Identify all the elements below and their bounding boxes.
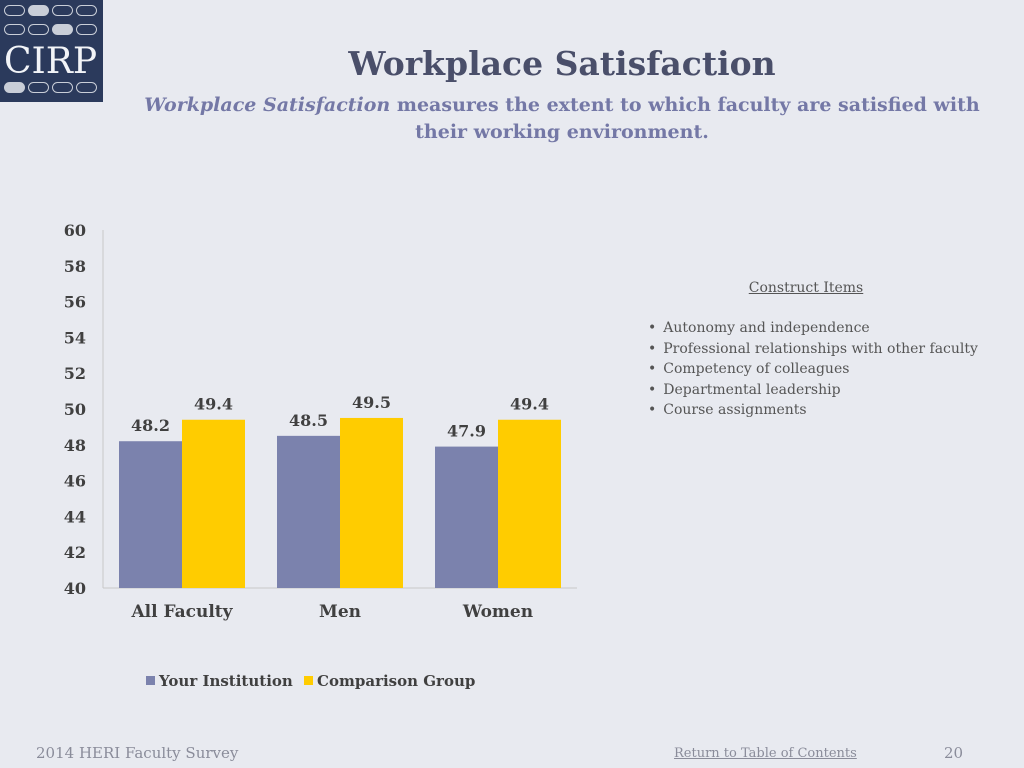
page-title: Workplace Satisfaction bbox=[348, 44, 776, 83]
y-tick-label: 56 bbox=[64, 293, 86, 312]
subtitle-text: measures the extent to which faculty are… bbox=[390, 94, 980, 143]
x-category-label: Women bbox=[462, 602, 533, 622]
bar-comparison-group bbox=[182, 419, 245, 588]
construct-items-panel: Construct Items Autonomy and independenc… bbox=[648, 280, 978, 421]
logo-pill bbox=[4, 24, 25, 35]
bar-value-label: 48.5 bbox=[289, 411, 328, 430]
logo-pill bbox=[28, 24, 49, 35]
logo-pill bbox=[4, 82, 25, 93]
bar-value-label: 49.4 bbox=[194, 395, 233, 414]
y-tick-label: 48 bbox=[64, 436, 86, 455]
construct-item: Professional relationships with other fa… bbox=[648, 339, 978, 360]
logo-pill bbox=[52, 5, 73, 16]
y-tick-label: 46 bbox=[64, 472, 86, 491]
bar-comparison-group bbox=[340, 417, 403, 588]
logo-pill bbox=[52, 24, 73, 35]
table-of-contents-link[interactable]: Return to Table of Contents bbox=[674, 746, 857, 761]
y-tick-label: 52 bbox=[64, 364, 86, 383]
construct-heading: Construct Items bbox=[748, 280, 864, 296]
chart-legend: Your Institution Comparison Group bbox=[146, 672, 481, 690]
legend-swatch bbox=[304, 676, 314, 685]
logo-pill bbox=[76, 24, 97, 35]
construct-item: Departmental leadership bbox=[648, 380, 978, 401]
logo-text: CIRP bbox=[4, 41, 98, 82]
legend-item-your-institution: Your Institution bbox=[146, 672, 293, 690]
cirp-logo: CIRP bbox=[0, 0, 103, 102]
bar-value-label: 47.9 bbox=[447, 422, 486, 441]
construct-item: Course assignments bbox=[648, 400, 978, 421]
construct-item: Autonomy and independence bbox=[648, 318, 978, 339]
y-tick-label: 54 bbox=[64, 328, 86, 347]
construct-item: Competency of colleagues bbox=[648, 359, 978, 380]
x-category-label: All Faculty bbox=[130, 602, 233, 622]
logo-pill bbox=[28, 82, 49, 93]
logo-pill bbox=[4, 5, 25, 16]
y-tick-label: 40 bbox=[64, 579, 86, 598]
y-tick-label: 42 bbox=[64, 543, 86, 562]
bar-value-label: 49.4 bbox=[510, 395, 549, 414]
logo-pill bbox=[52, 82, 73, 93]
construct-list: Autonomy and independence Professional r… bbox=[648, 318, 978, 421]
legend-label: Your Institution bbox=[159, 672, 293, 690]
footer-survey-name: 2014 HERI Faculty Survey bbox=[36, 744, 239, 762]
y-tick-label: 60 bbox=[64, 221, 86, 240]
bar-comparison-group bbox=[498, 419, 561, 588]
y-tick-label: 44 bbox=[64, 507, 86, 526]
logo-pill bbox=[76, 82, 97, 93]
bar-your-institution bbox=[277, 435, 340, 588]
bar-your-institution bbox=[435, 446, 498, 588]
y-tick-label: 50 bbox=[64, 400, 86, 419]
logo-pill bbox=[28, 5, 49, 16]
page-number: 20 bbox=[944, 744, 964, 762]
subtitle-italic: Workplace Satisfaction bbox=[144, 94, 391, 116]
page-subtitle: Workplace Satisfaction measures the exte… bbox=[120, 92, 1004, 146]
bar-value-label: 48.2 bbox=[131, 416, 170, 435]
x-category-label: Men bbox=[319, 602, 361, 622]
legend-item-comparison-group: Comparison Group bbox=[304, 672, 475, 690]
bar-value-label: 49.5 bbox=[352, 393, 391, 412]
logo-pill bbox=[76, 5, 97, 16]
legend-label: Comparison Group bbox=[317, 672, 476, 690]
legend-swatch bbox=[146, 676, 155, 685]
y-tick-label: 58 bbox=[64, 257, 86, 276]
bar-your-institution bbox=[119, 441, 182, 588]
